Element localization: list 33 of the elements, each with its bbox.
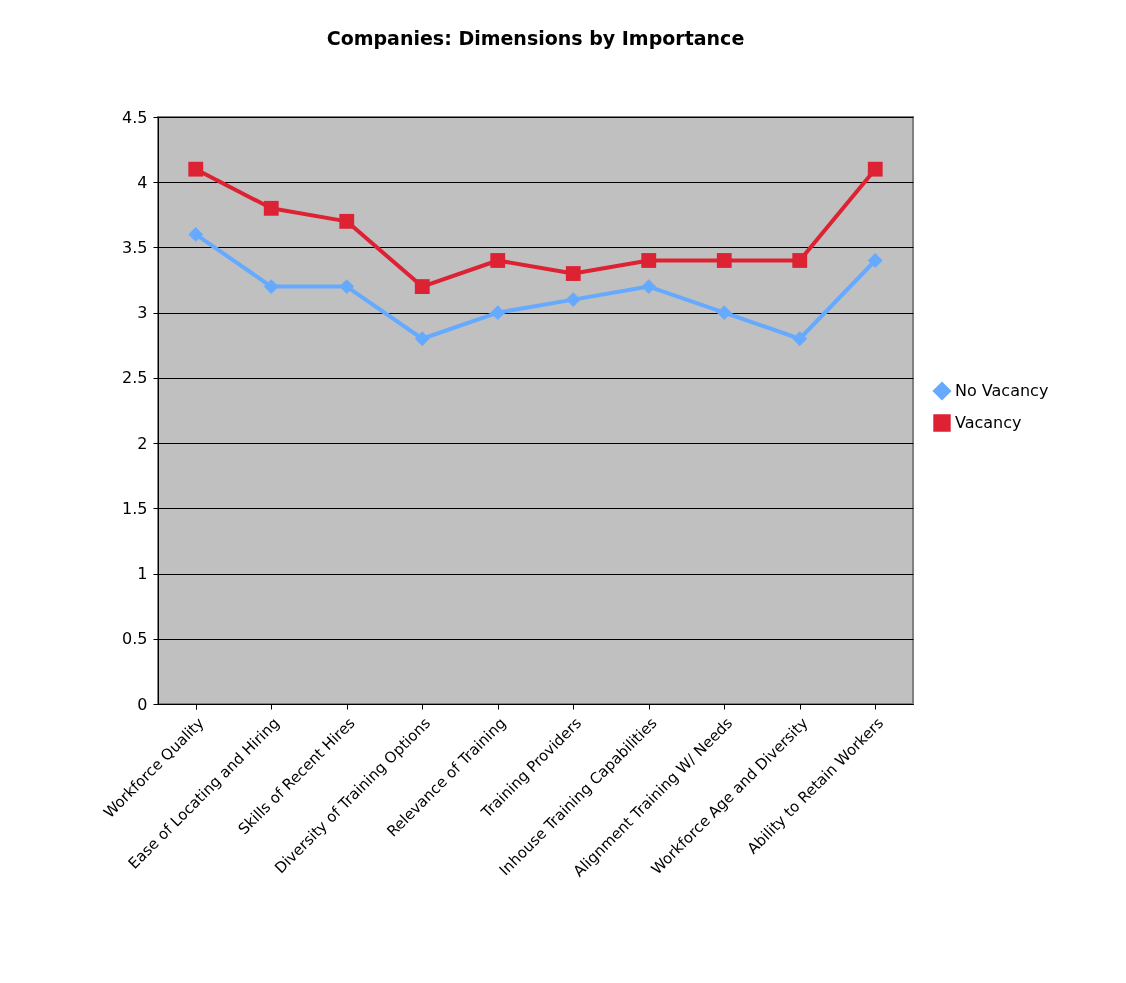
point xyxy=(792,331,808,347)
y-tick-label: 1 xyxy=(137,564,148,584)
y-tick-label: 2 xyxy=(137,433,148,453)
y-tick-label: 4.5 xyxy=(122,107,148,127)
point xyxy=(263,279,279,294)
point xyxy=(490,305,506,321)
point xyxy=(414,279,430,294)
legend-label: No Vacancy xyxy=(955,381,1049,400)
y-tick-label: 2.5 xyxy=(122,368,148,388)
y-tick-label: 4 xyxy=(137,172,148,192)
point xyxy=(641,279,657,294)
point xyxy=(339,213,355,229)
point xyxy=(339,279,355,294)
point xyxy=(490,253,506,268)
y-tick-label: 3.5 xyxy=(122,237,148,257)
point xyxy=(414,331,430,347)
point xyxy=(263,200,279,216)
point xyxy=(792,253,808,268)
point xyxy=(716,305,732,321)
point xyxy=(565,292,581,308)
point xyxy=(565,266,581,281)
point xyxy=(641,253,657,268)
point xyxy=(867,253,883,268)
y-tick-label: 3 xyxy=(137,303,148,323)
y-tick-label: 0 xyxy=(137,694,148,714)
point xyxy=(188,161,204,177)
y-tick-label: 1.5 xyxy=(122,498,148,518)
legend-label: Vacancy xyxy=(955,413,1022,432)
point xyxy=(716,253,732,268)
y-tick-label: 0.5 xyxy=(122,629,148,649)
point xyxy=(867,161,883,177)
point xyxy=(188,226,204,242)
chart-title: Companies: Dimensions by Importance xyxy=(326,27,745,49)
